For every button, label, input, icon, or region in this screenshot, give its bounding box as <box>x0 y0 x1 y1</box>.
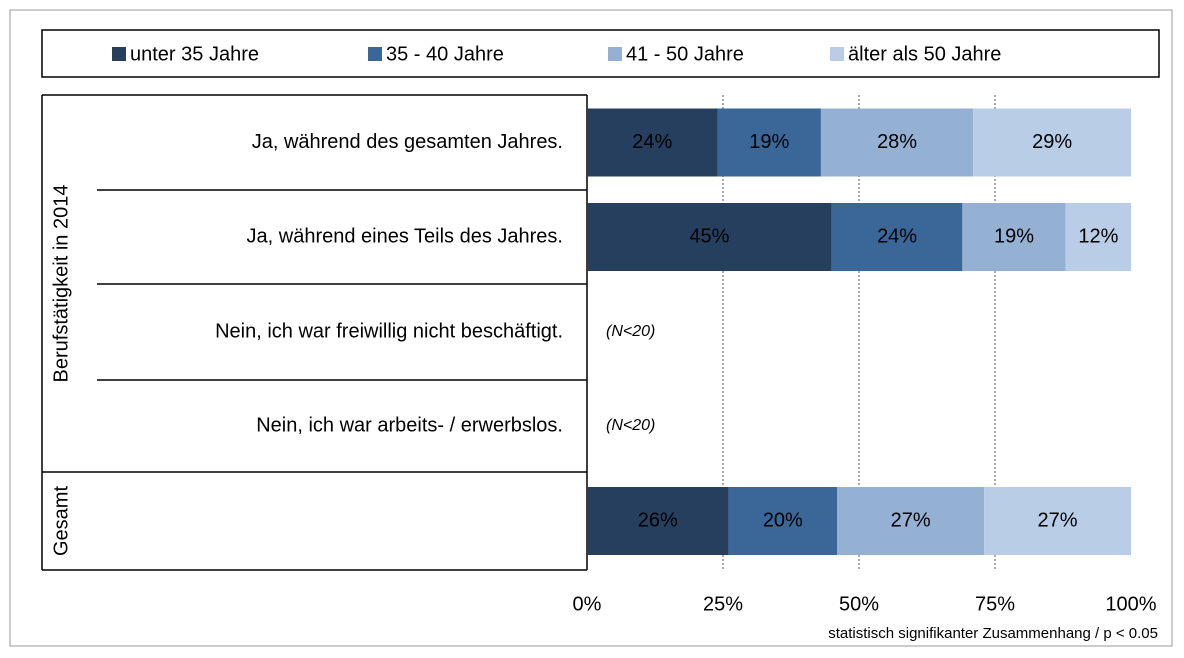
legend-label: älter als 50 Jahre <box>848 43 1001 65</box>
bar-segment <box>717 108 821 177</box>
bar-segment <box>962 203 1066 271</box>
bar-segment <box>587 487 729 555</box>
bar-segment <box>587 203 832 271</box>
outer-frame <box>9 9 1173 647</box>
legend-swatch <box>608 47 622 61</box>
value-label: 45% <box>689 225 729 247</box>
category-label: Ja, während des gesamten Jahres. <box>252 131 563 153</box>
category-label: Nein, ich war arbeits- / erwerbslos. <box>256 414 563 436</box>
category-label: Nein, ich war freiwillig nicht beschäfti… <box>215 320 563 342</box>
legend-box <box>41 29 1160 78</box>
bar-segment <box>837 487 985 555</box>
footnote: statistisch signifikanter Zusammenhang /… <box>828 625 1158 642</box>
row-annotation: (N<20) <box>606 323 655 340</box>
x-tick-label: 75% <box>975 593 1015 615</box>
bar-segment <box>587 108 718 177</box>
bar-segment <box>728 487 838 555</box>
legend-swatch <box>368 47 382 61</box>
bar-segment <box>984 487 1131 555</box>
x-tick-label: 100% <box>1105 593 1156 615</box>
legend-swatch <box>830 47 844 61</box>
value-label: 28% <box>877 131 917 153</box>
bar-segment <box>1065 203 1131 271</box>
legend-label: 35 - 40 Jahre <box>386 43 504 65</box>
value-label: 19% <box>749 131 789 153</box>
category-label: Ja, während eines Teils des Jahres. <box>247 225 563 247</box>
x-tick-label: 0% <box>573 593 602 615</box>
bar-segment <box>973 108 1131 177</box>
value-label: 26% <box>638 509 678 531</box>
bar-segment <box>831 203 963 271</box>
value-label: 12% <box>1078 225 1118 247</box>
bar-segment <box>820 108 974 177</box>
legend-label: unter 35 Jahre <box>130 43 259 65</box>
value-label: 24% <box>632 131 672 153</box>
x-tick-label: 50% <box>839 593 879 615</box>
group-label: Berufstätigkeit in 2014 <box>50 185 72 383</box>
value-label: 27% <box>891 509 931 531</box>
row-annotation: (N<20) <box>606 417 655 434</box>
legend-swatch <box>112 47 126 61</box>
value-label: 27% <box>1038 509 1078 531</box>
value-label: 24% <box>877 225 917 247</box>
value-label: 19% <box>994 225 1034 247</box>
legend-label: 41 - 50 Jahre <box>626 43 744 65</box>
value-label: 29% <box>1032 131 1072 153</box>
group-label: Gesamt <box>50 486 72 556</box>
x-tick-label: 25% <box>703 593 743 615</box>
value-label: 20% <box>763 509 803 531</box>
